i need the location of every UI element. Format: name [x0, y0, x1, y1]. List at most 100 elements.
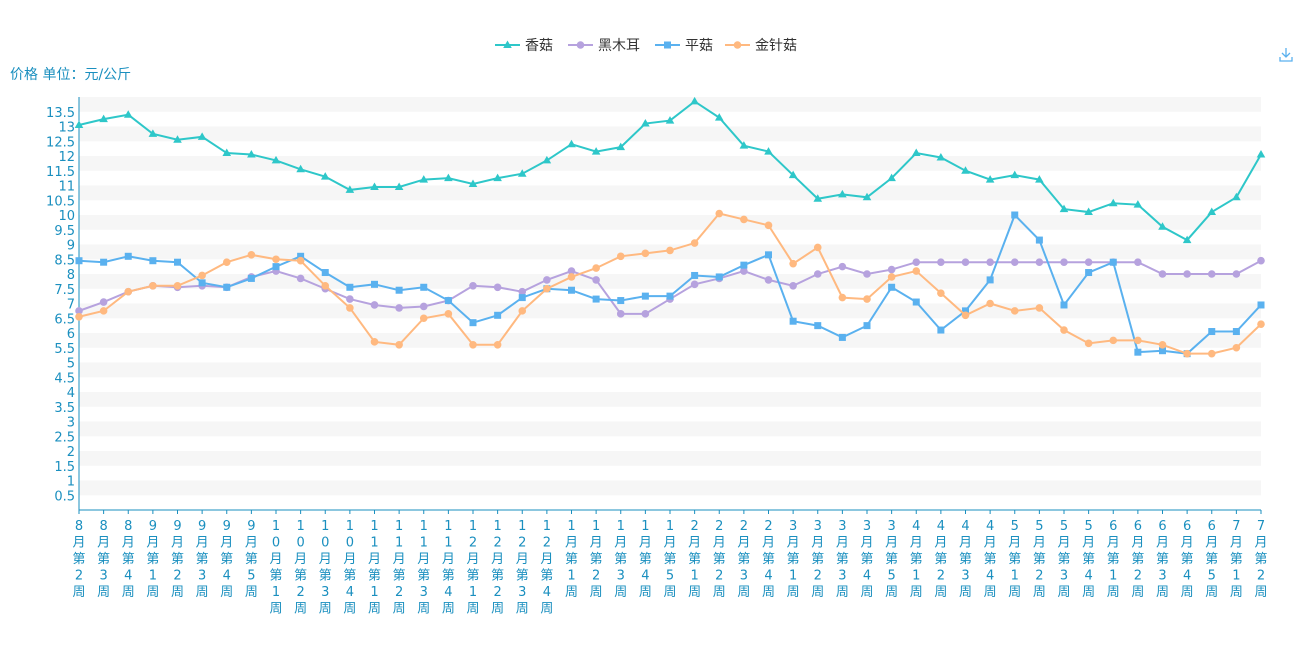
- data-point: [1232, 328, 1240, 336]
- y-tick-label: 6: [67, 327, 75, 342]
- grid-band: [79, 347, 1261, 363]
- data-point: [99, 307, 108, 315]
- data-point: [149, 257, 157, 265]
- data-point: [937, 289, 945, 297]
- x-tick-label: 2 月第 3 周: [737, 519, 750, 600]
- data-point: [1134, 258, 1142, 267]
- data-point: [493, 173, 502, 182]
- x-tick-labels: 8 月第 2 周 8 月第 3 周 8 月第 4 周 9 月第 1 周 9 月第 2 周 9 月第 3 周 9 月第 4 周 9 月第 5 周…: [72, 510, 1268, 617]
- data-point: [272, 255, 280, 264]
- data-point: [1183, 349, 1191, 358]
- legend-item-2[interactable]: 平菇: [655, 38, 713, 54]
- y-tick-label: 11: [58, 180, 75, 195]
- data-point: [813, 194, 823, 202]
- y-tick-label: 11.5: [46, 165, 75, 180]
- data-point: [567, 267, 576, 275]
- data-point: [1010, 307, 1019, 315]
- data-point: [789, 317, 797, 325]
- legend-item-3[interactable]: 金针菇: [725, 38, 797, 54]
- data-point: [75, 312, 83, 321]
- legend-item-1[interactable]: 黑木耳: [568, 38, 640, 54]
- data-point: [99, 298, 108, 306]
- x-tick-label: 1 0 月第 2 周: [294, 519, 307, 617]
- data-point: [1108, 198, 1118, 207]
- series-lines: [74, 96, 1266, 358]
- data-point: [419, 175, 429, 183]
- data-point: [962, 307, 969, 315]
- y-tick-label: 13.5: [46, 106, 75, 121]
- y-tick-label: 3: [67, 416, 75, 431]
- data-point: [764, 221, 773, 230]
- data-point: [1084, 207, 1093, 216]
- data-point: [247, 274, 255, 282]
- data-point: [1232, 343, 1241, 352]
- data-point: [99, 114, 108, 123]
- x-tick-label: 1 月第 1 周: [565, 519, 578, 600]
- data-point: [912, 298, 920, 306]
- data-point: [912, 258, 921, 267]
- data-point: [395, 341, 403, 349]
- x-tick-label: 1 0 月第 1 周: [269, 519, 282, 617]
- data-point: [272, 263, 280, 271]
- x-tick-label: 1 1 月第 2 周: [393, 519, 406, 617]
- series-0: [74, 96, 1266, 244]
- data-point: [222, 258, 231, 267]
- data-point: [297, 252, 305, 260]
- data-point: [1109, 336, 1118, 345]
- data-point: [345, 185, 355, 193]
- x-tick-label: 2 月第 1 周: [688, 519, 701, 600]
- data-point: [1158, 222, 1167, 230]
- data-point: [690, 239, 699, 247]
- data-point: [888, 283, 896, 291]
- data-point: [543, 276, 551, 284]
- x-tick-label: 2 月第 2 周: [713, 519, 726, 600]
- x-tick-label: 7 月第 2 周: [1254, 519, 1267, 600]
- y-tick-label: 4.5: [54, 371, 75, 386]
- series-2: [75, 211, 1265, 358]
- x-tick-label: 4 月第 1 周: [910, 519, 923, 600]
- data-point: [223, 283, 231, 291]
- x-tick-label: 6 月第 3 周: [1156, 519, 1169, 600]
- y-tick-label: 7: [67, 298, 75, 313]
- data-point: [616, 142, 626, 151]
- data-point: [838, 189, 847, 198]
- x-tick-label: 3 月第 4 周: [860, 519, 873, 600]
- grid-band: [79, 392, 1261, 407]
- data-point: [346, 304, 354, 312]
- grid-band: [79, 436, 1261, 451]
- legend-marker: [733, 41, 742, 49]
- y-tick-labels: 0.511.522.533.544.555.566.577.588.599.51…: [46, 106, 75, 505]
- download-icon[interactable]: [1279, 48, 1293, 62]
- x-tick-label: 3 月第 5 周: [885, 519, 898, 600]
- legend-label: 黑木耳: [598, 38, 640, 54]
- data-point: [1035, 236, 1043, 244]
- data-point: [1158, 341, 1167, 349]
- x-tick-label: 9 月第 1 周: [146, 519, 159, 600]
- grid-band: [79, 362, 1261, 378]
- y-tick-label: 12: [58, 150, 75, 165]
- data-point: [419, 302, 428, 311]
- data-point: [985, 175, 995, 183]
- data-point: [863, 270, 871, 278]
- data-point: [1207, 270, 1216, 278]
- x-tick-label: 1 月第 2 周: [590, 519, 603, 600]
- grid-band: [79, 215, 1261, 230]
- legend-item-0[interactable]: 香菇: [495, 38, 553, 54]
- x-tick-label: 1 月第 5 周: [663, 519, 676, 600]
- data-point: [616, 310, 625, 318]
- data-point: [1060, 326, 1068, 334]
- data-point: [444, 173, 453, 182]
- legend-marker: [503, 40, 512, 48]
- data-point: [395, 286, 403, 294]
- data-point: [1035, 258, 1044, 267]
- y-tick-label: 8: [67, 268, 75, 283]
- grid-band: [79, 170, 1261, 186]
- data-point: [148, 129, 158, 137]
- data-point: [1257, 256, 1265, 265]
- data-point: [863, 322, 871, 330]
- y-tick-label: 4: [67, 386, 75, 401]
- data-point: [1035, 175, 1044, 183]
- data-point: [1060, 258, 1068, 267]
- x-tick-label: 1 2 月第 2 周: [491, 519, 504, 617]
